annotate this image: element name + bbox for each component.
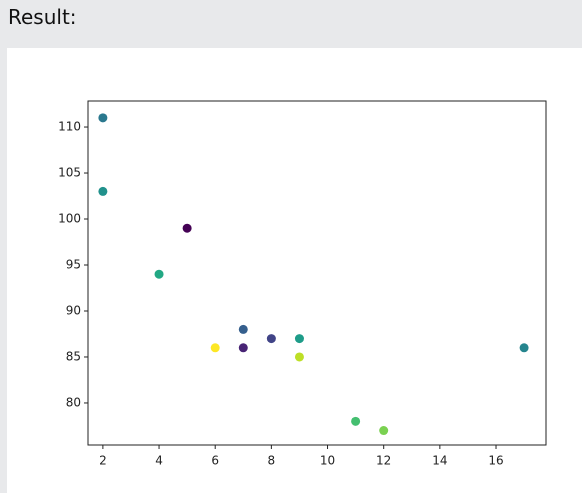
point bbox=[238, 343, 248, 353]
point bbox=[266, 334, 276, 344]
point bbox=[98, 186, 108, 196]
x-tick-label: 6 bbox=[211, 454, 219, 468]
y-tick-label: 90 bbox=[66, 303, 81, 317]
point bbox=[294, 352, 304, 362]
y-tick-label: 105 bbox=[58, 166, 81, 180]
point bbox=[98, 113, 108, 123]
point bbox=[379, 426, 389, 436]
y-tick-label: 95 bbox=[66, 257, 81, 271]
point bbox=[182, 223, 192, 233]
point bbox=[154, 269, 164, 279]
y-tick-label: 100 bbox=[58, 212, 81, 226]
x-tick-label: 12 bbox=[376, 454, 391, 468]
x-tick-label: 8 bbox=[268, 454, 276, 468]
y-tick-label: 80 bbox=[66, 395, 81, 409]
point bbox=[519, 343, 529, 353]
x-tick-label: 2 bbox=[99, 454, 107, 468]
x-tick-label: 10 bbox=[320, 454, 335, 468]
point bbox=[210, 343, 220, 353]
point bbox=[351, 416, 361, 426]
x-tick-label: 16 bbox=[488, 454, 503, 468]
y-tick-label: 85 bbox=[66, 349, 81, 363]
axes-frame bbox=[87, 100, 547, 446]
x-tick-label: 4 bbox=[155, 454, 163, 468]
result-label: Result: bbox=[8, 5, 77, 29]
point bbox=[294, 334, 304, 344]
point bbox=[238, 324, 248, 334]
x-tick-label: 14 bbox=[432, 454, 447, 468]
y-tick-label: 110 bbox=[58, 120, 81, 134]
